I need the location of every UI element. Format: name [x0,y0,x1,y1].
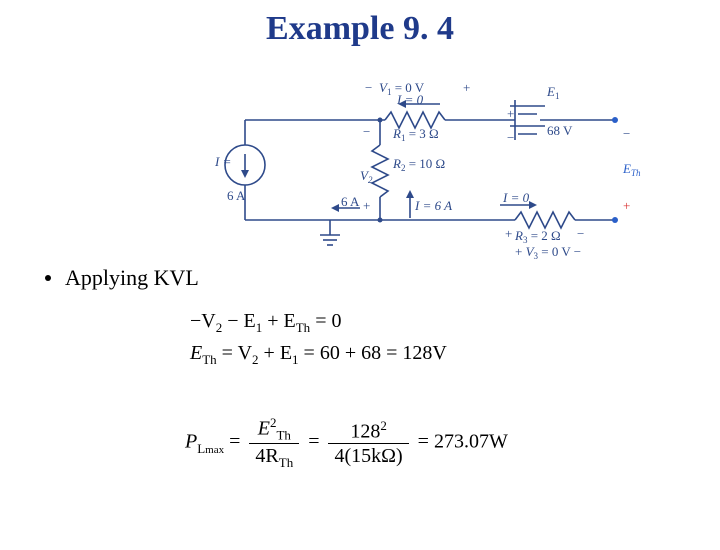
svg-text:+: + [505,226,512,241]
label-r3: R3 = 2 Ω [514,228,561,245]
fraction-2: 1282 4(15kΩ) [328,418,408,469]
svg-text:+: + [363,198,370,213]
bullet-kvl: Applying KVL [45,265,199,291]
label-eth: ETh [622,161,641,178]
label-e1: E1 [546,84,559,101]
bullet-text: Applying KVL [65,265,199,290]
svg-text:−: − [623,126,630,141]
label-v3: + V3 = 0 V − [515,244,581,261]
label-i0r: I = 0 [502,190,530,205]
svg-text:+: + [507,106,514,121]
equation-2: ETh = V2 + E1 = 60 + 68 = 128V [190,342,447,368]
label-v2: V2 [360,168,373,185]
equation-1: −V2 − E1 + ETh = 0 [190,310,341,336]
label-i0: I = 0 [396,92,424,107]
label-6a: 6 A [227,188,246,203]
label-i6: I = 6 A [414,198,452,213]
label-r1: R1 = 3 Ω [392,126,439,143]
svg-text:−: − [507,130,514,145]
fraction-1: E2Th 4RTh [249,415,299,471]
svg-text:−: − [363,124,370,139]
label-68v: 68 V [547,123,573,138]
svg-text:−: − [365,80,372,95]
equation-3: PLmax = E2Th 4RTh = 1282 4(15kΩ) = 273.0… [185,415,508,471]
circuit-diagram: − + + − − + + − − + V1 = 0 V I = 0 E1 R1… [215,80,655,280]
bullet-dot [45,275,51,281]
label-isrc: I = [215,154,231,169]
svg-text:−: − [577,226,584,241]
label-r2: R2 = 10 Ω [392,156,445,173]
label-6a-gnd: 6 A [341,194,360,209]
svg-text:+: + [463,80,470,95]
slide-title: Example 9. 4 [0,10,720,48]
svg-text:+: + [623,198,630,213]
